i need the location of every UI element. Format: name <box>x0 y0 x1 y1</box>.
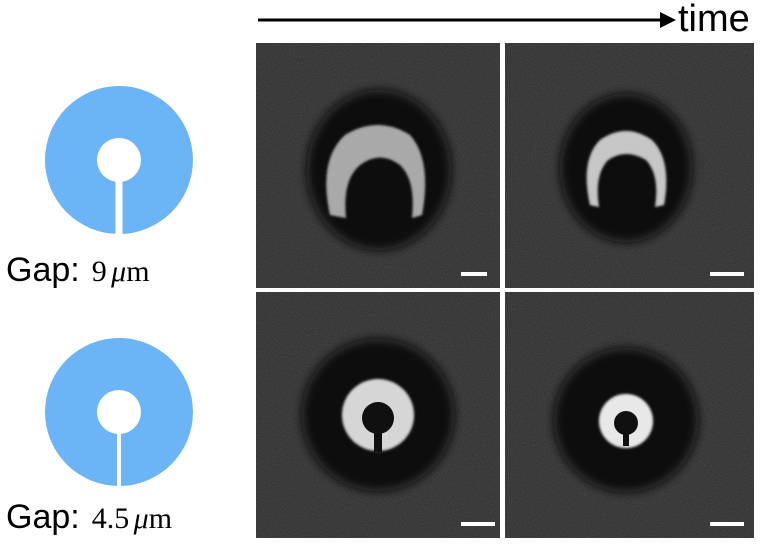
open-ring-icon-9um <box>45 86 193 236</box>
time-label: time <box>678 0 750 40</box>
gap-label-9um: Gap: 9 μm <box>6 253 150 287</box>
gap-label-4-5um: Gap: 4.5 μm <box>6 500 172 534</box>
gap-unit-letter: m <box>148 502 173 535</box>
time-arrow-icon <box>258 12 676 28</box>
scale-bar-icon <box>461 272 487 276</box>
gap-unit: μm <box>134 502 172 535</box>
gap-value: 4.5 <box>91 502 130 535</box>
micrograph-9um-early <box>256 43 500 288</box>
gap-prefix: Gap: <box>6 251 80 289</box>
open-ring-icon-4-5um <box>45 338 193 488</box>
scale-bar-icon <box>710 272 744 276</box>
gap-prefix: Gap: <box>6 498 80 536</box>
gap-unit-symbol: μ <box>133 502 149 535</box>
micrograph-4-5um-early <box>256 292 500 538</box>
gap-value: 9 <box>91 255 107 288</box>
micrograph-9um-late <box>505 43 754 288</box>
gap-unit-symbol: μ <box>111 255 127 288</box>
micrograph-4-5um-late <box>505 292 754 538</box>
gap-unit-letter: m <box>126 255 150 288</box>
scale-bar-icon <box>710 522 744 526</box>
scale-bar-icon <box>461 522 495 526</box>
gap-unit: μm <box>111 255 149 288</box>
